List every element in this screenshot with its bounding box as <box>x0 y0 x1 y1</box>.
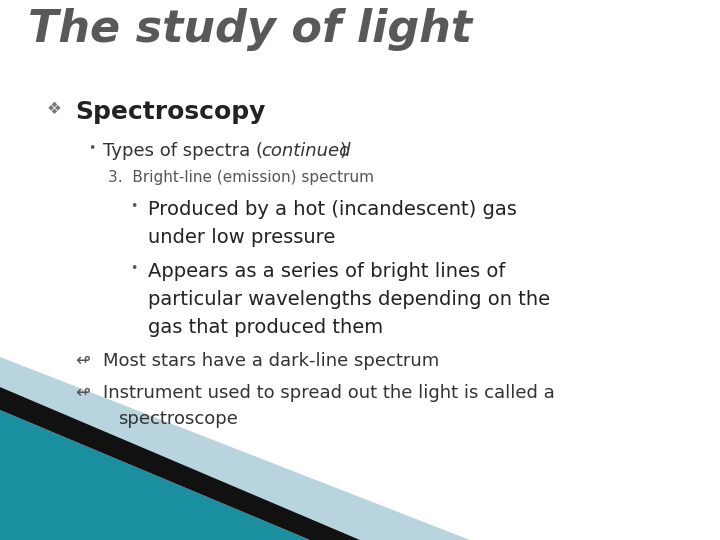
Polygon shape <box>0 387 360 540</box>
Text: spectroscope: spectroscope <box>118 410 238 428</box>
Polygon shape <box>0 357 470 540</box>
Text: •: • <box>88 142 95 155</box>
Text: Most stars have a dark-line spectrum: Most stars have a dark-line spectrum <box>103 352 439 370</box>
Text: gas that produced them: gas that produced them <box>148 318 383 337</box>
Text: ❖: ❖ <box>47 100 62 118</box>
Text: The study of light: The study of light <box>28 8 472 51</box>
Text: •: • <box>130 262 138 275</box>
Text: particular wavelengths depending on the: particular wavelengths depending on the <box>148 290 550 309</box>
Text: ↫: ↫ <box>75 384 90 402</box>
Text: Instrument used to spread out the light is called a: Instrument used to spread out the light … <box>103 384 554 402</box>
Text: Types of spectra (: Types of spectra ( <box>103 142 263 160</box>
Text: continued: continued <box>261 142 351 160</box>
Text: 3.  Bright-line (emission) spectrum: 3. Bright-line (emission) spectrum <box>108 170 374 185</box>
Text: •: • <box>130 200 138 213</box>
Text: ↫: ↫ <box>75 352 90 370</box>
Text: Spectroscopy: Spectroscopy <box>75 100 266 124</box>
Text: under low pressure: under low pressure <box>148 228 336 247</box>
Polygon shape <box>0 410 310 540</box>
Text: Appears as a series of bright lines of: Appears as a series of bright lines of <box>148 262 505 281</box>
Text: ): ) <box>340 142 347 160</box>
Text: Produced by a hot (incandescent) gas: Produced by a hot (incandescent) gas <box>148 200 517 219</box>
